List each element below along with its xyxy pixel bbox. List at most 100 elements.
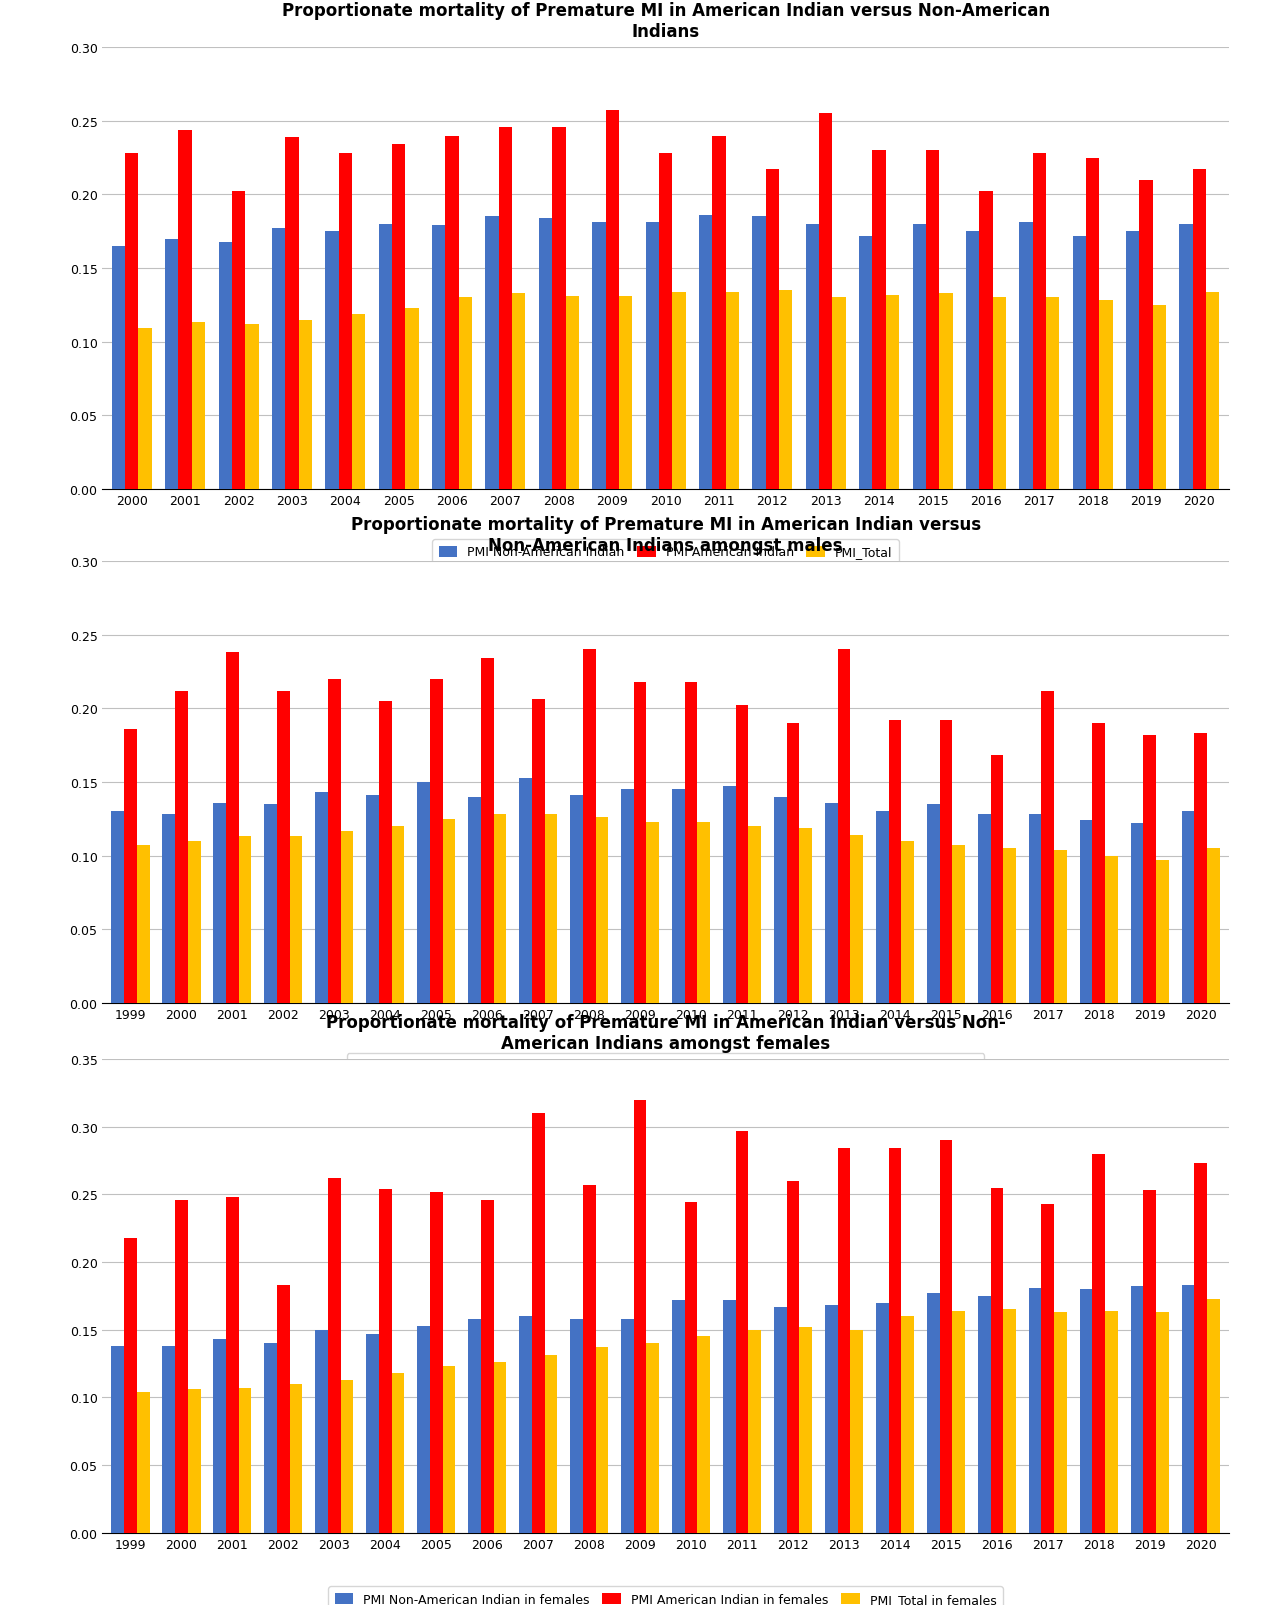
Bar [499,127,512,490]
Bar [315,1331,328,1533]
Bar [685,1202,698,1533]
Bar [165,239,178,490]
Bar [264,1343,276,1533]
Bar [392,146,406,490]
Bar [1153,305,1166,490]
Bar [952,1311,965,1533]
Bar [645,223,659,490]
Bar [443,1366,456,1533]
Bar [379,225,392,490]
Bar [1085,159,1100,490]
Bar [175,1201,188,1533]
Bar [340,1380,353,1533]
Bar [1181,1286,1194,1533]
Bar [787,724,800,1003]
Bar [780,291,792,490]
Title: Proportionate mortality of Premature MI in American Indian versus Non-
American : Proportionate mortality of Premature MI … [325,1013,1006,1053]
Bar [417,782,430,1003]
Bar [124,1237,137,1533]
Bar [659,154,672,490]
Legend: PMI Non-American Indian, PMI American Indian, PMI_Total: PMI Non-American Indian, PMI American In… [433,539,899,565]
Bar [1105,1311,1117,1533]
Bar [1105,855,1117,1003]
Bar [379,1189,392,1533]
Bar [800,828,812,1003]
Bar [672,292,686,490]
Title: Proportionate mortality of Premature MI in American Indian versus Non-American
I: Proportionate mortality of Premature MI … [282,2,1050,42]
Bar [214,802,227,1003]
Bar [837,650,850,1003]
Bar [1019,223,1033,490]
Bar [978,1297,991,1533]
Bar [913,225,925,490]
Bar [544,815,557,1003]
Bar [787,1181,800,1533]
Bar [552,127,566,490]
Bar [289,1384,302,1533]
Bar [925,151,940,490]
Bar [352,315,365,490]
Bar [246,324,259,490]
Bar [531,1114,544,1533]
Legend: PMI Non-American Indian in females, PMI American Indian in females, PMI_Total in: PMI Non-American Indian in females, PMI … [329,1586,1002,1605]
Bar [570,796,582,1003]
Bar [406,308,419,490]
Bar [774,798,787,1003]
Bar [723,1300,736,1533]
Bar [1092,1154,1105,1533]
Bar [621,790,634,1003]
Bar [1206,292,1220,490]
Bar [468,798,481,1003]
Bar [582,1184,595,1533]
Bar [570,1319,582,1533]
Bar [1055,851,1068,1003]
Bar [111,1347,124,1533]
Bar [227,1197,239,1533]
Bar [520,778,531,1003]
Bar [276,692,289,1003]
Bar [379,701,392,1003]
Bar [430,1193,443,1533]
Bar [873,151,886,490]
Bar [979,193,992,490]
Bar [837,1149,850,1533]
Bar [1073,236,1085,490]
Bar [1143,735,1156,1003]
Bar [699,217,712,490]
Bar [1042,692,1055,1003]
Bar [339,154,352,490]
Bar [620,297,632,490]
Bar [137,846,150,1003]
Bar [800,1327,812,1533]
Bar [940,721,952,1003]
Bar [188,1390,201,1533]
Bar [1181,812,1194,1003]
Bar [366,796,379,1003]
Bar [1080,820,1092,1003]
Bar [991,756,1004,1003]
Bar [298,321,312,490]
Bar [544,1356,557,1533]
Bar [634,682,646,1003]
Bar [712,136,726,490]
Bar [940,294,952,490]
Bar [430,679,443,1003]
Bar [125,154,138,490]
Bar [888,1149,901,1533]
Bar [520,1316,531,1533]
Bar [539,218,552,490]
Bar [595,817,608,1003]
Title: Proportionate mortality of Premature MI in American Indian versus
Non-American I: Proportionate mortality of Premature MI … [351,515,980,555]
Bar [1179,225,1193,490]
Bar [1126,233,1139,490]
Bar [749,1331,762,1533]
Bar [1055,1313,1068,1533]
Bar [1100,302,1112,490]
Bar [978,815,991,1003]
Bar [340,831,353,1003]
Bar [485,217,499,490]
Bar [593,223,605,490]
Bar [927,804,940,1003]
Bar [966,233,979,490]
Bar [805,225,819,490]
